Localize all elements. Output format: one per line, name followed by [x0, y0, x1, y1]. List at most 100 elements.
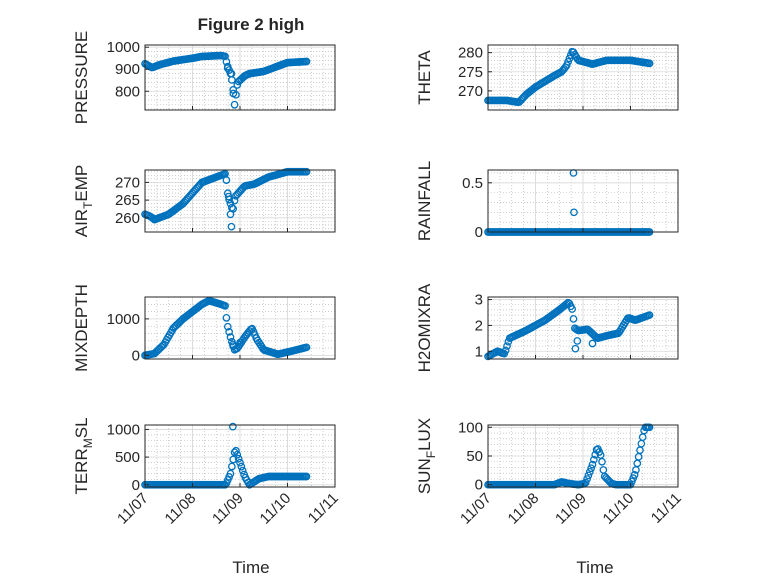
data-point: [584, 471, 593, 480]
y-axis-label: MIXDEPTH: [72, 284, 91, 372]
data-point: [503, 342, 511, 350]
data-point: [229, 422, 237, 431]
data-point: [302, 343, 311, 352]
y-tick-label: 2: [475, 317, 483, 334]
data-point: [598, 457, 606, 466]
data-point: [630, 471, 639, 479]
data-point: [226, 469, 235, 478]
subplot-theta: 270 275 280 THETA: [415, 44, 679, 111]
data-point: [227, 222, 236, 231]
figure-title: Figure 2 high: [198, 15, 305, 34]
x-tick-label: 11/09: [209, 490, 247, 528]
data-point: [645, 59, 654, 68]
data-point: [645, 311, 654, 319]
data-point: [570, 208, 578, 217]
y-tick-label: 260: [115, 210, 140, 227]
data-point: [233, 450, 242, 459]
x-axis-label-right: Time: [576, 558, 613, 577]
x-tick-label: 11/11: [648, 490, 685, 527]
data-point: [225, 195, 233, 204]
y-tick-label: 100: [458, 419, 483, 436]
y-tick-label: 800: [115, 83, 140, 100]
data-point: [645, 423, 654, 432]
data-point: [223, 322, 232, 331]
y-axis-label: RAINFALL: [415, 161, 434, 241]
data-point: [571, 344, 580, 353]
y-axis-label: TERRMSL: [72, 417, 95, 494]
x-tick-label: 11/07: [457, 490, 495, 528]
data-point: [230, 100, 239, 109]
y-tick-label: 3: [475, 292, 483, 309]
data-point: [226, 333, 235, 341]
data-point: [573, 337, 582, 345]
y-tick-label: 1: [475, 343, 483, 360]
y-tick-label: 0: [475, 477, 483, 494]
subplot-h2omixra: 1 2 3 H2OMIXRA: [415, 283, 679, 372]
data-point: [583, 475, 591, 483]
y-tick-label: 0.5: [462, 175, 483, 192]
data-point: [229, 340, 237, 349]
data-point: [228, 462, 236, 471]
y-tick-label: 270: [458, 83, 483, 100]
x-axis-label-left: Time: [232, 558, 269, 577]
x-tick-label: 11/08: [162, 490, 200, 528]
data-point: [232, 446, 240, 455]
x-tick-label: 11/07: [114, 490, 152, 528]
data-point: [223, 64, 232, 72]
subplot-sun_flux: 0 50 100 SUNFLUX 11/07 11/08 11/09 11/10 11/11: [415, 418, 685, 528]
y-tick-label: 280: [458, 45, 483, 62]
data-point: [588, 460, 597, 469]
data-point: [638, 433, 647, 441]
data-point: [229, 89, 238, 98]
data-point: [590, 455, 598, 464]
data-point: [236, 338, 244, 347]
y-axis-label: THETA: [415, 50, 434, 105]
data-point: [636, 446, 644, 455]
subplot-pressure: 800 900 1000 PRESSURE: [72, 31, 336, 124]
x-tick-label: 11/09: [552, 490, 590, 528]
data-point: [222, 176, 231, 184]
data-point: [227, 69, 236, 78]
data-point: [599, 466, 608, 474]
data-point: [221, 302, 229, 310]
x-tick-label: 11/08: [505, 490, 543, 528]
y-tick-label: 270: [115, 174, 140, 191]
y-axis-label: SUNFLUX: [415, 418, 438, 494]
data-point: [569, 315, 578, 323]
data-point: [581, 478, 590, 487]
data-point: [587, 464, 595, 473]
data-point: [634, 452, 643, 461]
data-point: [225, 328, 233, 336]
data-point: [224, 192, 233, 201]
data-point: [238, 466, 247, 475]
data-point: [228, 76, 236, 84]
y-tick-label: 50: [466, 448, 483, 465]
data-point: [637, 439, 646, 448]
y-axis-label: AIRTEMP: [72, 165, 95, 238]
data-point: [234, 454, 243, 463]
y-axis-label: H2OMIXRA: [415, 283, 434, 372]
data-point: [302, 57, 311, 66]
y-tick-label: 500: [115, 449, 140, 466]
data-point: [568, 305, 576, 313]
data-point: [501, 346, 510, 355]
y-tick-label: 265: [115, 192, 140, 209]
y-tick-label: 0: [132, 347, 140, 364]
subplot-terr_msl: 0 500 1000 TERRMSL 11/07 11/08 11/09 11/10 11/11: [72, 417, 342, 527]
data-point: [302, 472, 311, 481]
data-point: [588, 339, 597, 348]
x-tick-label: 11/11: [305, 490, 342, 527]
data-point: [226, 210, 235, 219]
subplot-rainfall: 0 0.5 RAINFALL: [415, 161, 679, 241]
y-tick-label: 1000: [107, 311, 140, 328]
data-point: [585, 467, 594, 476]
data-point: [221, 52, 229, 61]
data-point: [237, 462, 246, 471]
y-tick-label: 900: [115, 61, 140, 78]
data-point: [230, 196, 239, 205]
subplot-mixdepth: 0 1000 MIXDEPTH: [72, 284, 336, 372]
x-tick-label: 11/10: [257, 490, 295, 528]
